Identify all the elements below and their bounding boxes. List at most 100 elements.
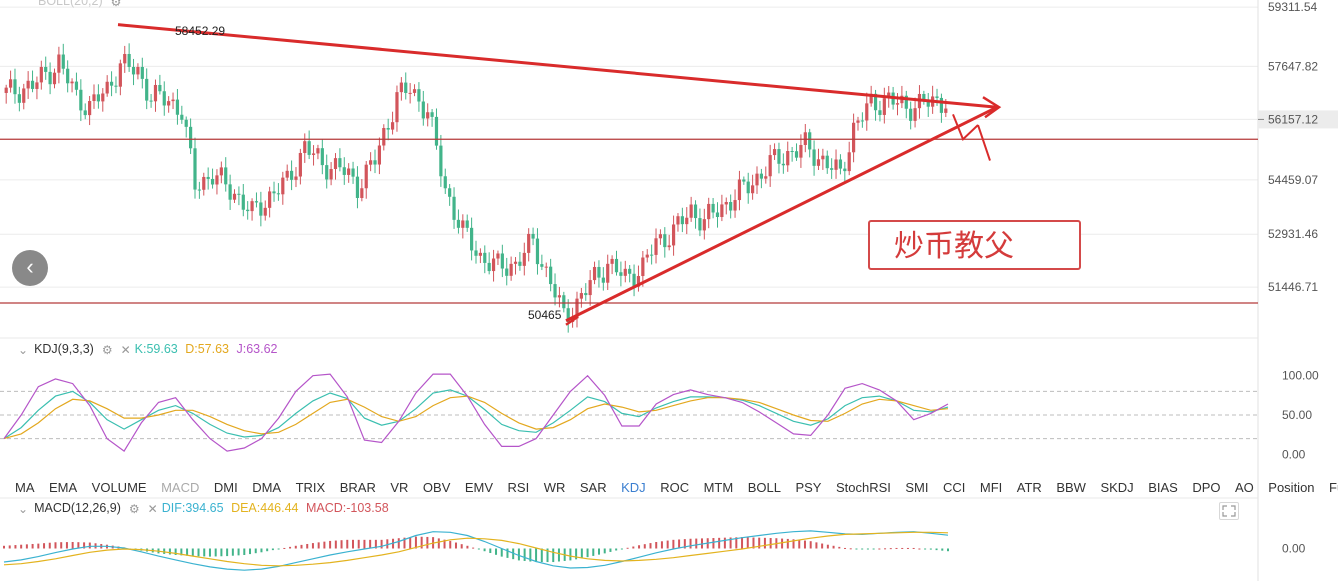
macd-histogram-bar [65, 542, 68, 549]
macd-histogram-bar [798, 539, 801, 549]
macd-histogram-bar [351, 539, 354, 549]
indicator-tab-brar[interactable]: BRAR [339, 480, 376, 495]
indicator-tab-wr[interactable]: WR [543, 480, 566, 495]
macd-histogram-bar [489, 548, 492, 554]
indicator-tab-obv[interactable]: OBV [422, 480, 451, 495]
candle-body [74, 81, 79, 90]
indicator-tab-position[interactable]: Position [1268, 480, 1315, 495]
settings-icon[interactable]: ⚙ [110, 0, 122, 9]
macd-histogram-bar [683, 539, 686, 549]
candle-body [399, 82, 403, 93]
indicator-tab-dpo[interactable]: DPO [1192, 480, 1221, 495]
indicator-tab-volume[interactable]: VOLUME [91, 480, 147, 495]
candle-body [790, 150, 794, 152]
macd-histogram-bar [226, 548, 229, 557]
candle-body [505, 268, 509, 276]
macd-histogram-bar [758, 537, 761, 549]
candle-body [259, 202, 263, 216]
candle-body [575, 298, 579, 319]
macd-histogram-bar [615, 548, 618, 551]
indicator-tab-ema[interactable]: EMA [49, 480, 78, 495]
indicator-tab-bias[interactable]: BIAS [1148, 480, 1178, 495]
indicator-tab-trix[interactable]: TRIX [295, 480, 326, 495]
candle-body [834, 159, 838, 170]
indicator-tab-sar[interactable]: SAR [579, 480, 607, 495]
kdj-axis-label: 100.00 [1282, 369, 1319, 383]
indicator-tab-dma[interactable]: DMA [252, 480, 282, 495]
macd-axis-label: 0.00 [1282, 542, 1306, 556]
candle-body [715, 212, 720, 218]
macd-histogram-bar [403, 537, 406, 549]
macd-histogram-bar [552, 548, 555, 563]
indicator-tab-rsi[interactable]: RSI [507, 480, 530, 495]
macd-histogram-bar [832, 545, 835, 549]
indicator-tab-emv[interactable]: EMV [464, 480, 494, 495]
chevron-down-icon[interactable]: ⌄ [18, 342, 29, 357]
candle-body [443, 176, 447, 189]
macd-dea-value: DEA:446.44 [231, 501, 299, 515]
candle-body [658, 234, 663, 239]
indicator-tab-stochrsi[interactable]: StochRSI [835, 480, 891, 495]
indicator-tab-atr[interactable]: ATR [1016, 480, 1042, 495]
candle-body [500, 253, 504, 269]
candle-body [320, 148, 324, 166]
macd-histogram-bar [271, 548, 274, 551]
candle-body [535, 238, 540, 265]
macd-histogram-bar [792, 539, 795, 549]
candle-body [777, 149, 781, 164]
indicator-tab-dmi[interactable]: DMI [213, 480, 238, 495]
candle-body [342, 167, 346, 175]
indicator-tab-cci[interactable]: CCI [943, 480, 966, 495]
candle-body [92, 94, 96, 102]
candle-body [373, 160, 377, 165]
macd-histogram-bar [855, 548, 858, 550]
kdj-d-line [3, 395, 949, 440]
indicator-tab-boll[interactable]: BOLL [747, 480, 781, 495]
macd-histogram-bar [752, 537, 755, 549]
indicator-tab-mfi[interactable]: MFI [979, 480, 1003, 495]
indicator-tab-psy[interactable]: PSY [795, 480, 822, 495]
macd-histogram-bar [655, 542, 658, 549]
settings-icon[interactable]: ⚙ [128, 501, 140, 516]
candle-body [44, 66, 48, 72]
indicator-tab-kdj[interactable]: KDJ [621, 480, 646, 495]
macd-histogram-bar [866, 548, 869, 550]
indicator-tab-ma[interactable]: MA [15, 480, 35, 495]
close-icon[interactable]: ✕ [147, 501, 158, 516]
indicator-tab-roc[interactable]: ROC [660, 480, 690, 495]
macd-histogram-bar [763, 537, 766, 549]
macd-histogram-bar [918, 548, 921, 550]
indicator-tab-mtm[interactable]: MTM [703, 480, 734, 495]
back-button[interactable]: ‹ [12, 250, 48, 286]
boll-legend: BOLL(20,2) ⚙ [38, 0, 125, 9]
candle-body [246, 209, 250, 212]
indicator-tab-vr[interactable]: VR [390, 480, 409, 495]
candle-body [215, 175, 219, 185]
candle-body [522, 252, 526, 266]
candle-body [123, 53, 127, 64]
macd-histogram-bar [25, 544, 28, 549]
macd-histogram-bar [523, 548, 526, 561]
indicator-tab-macd[interactable]: MACD [161, 480, 200, 495]
candle-body [693, 204, 698, 219]
macd-histogram-bar [906, 547, 909, 549]
macd-histogram-bar [208, 548, 211, 557]
macd-histogram-bar [8, 545, 11, 549]
candle-body [478, 252, 482, 256]
settings-icon[interactable]: ⚙ [101, 342, 113, 357]
macd-histogram-bar [540, 548, 543, 563]
indicator-tab-ao[interactable]: AO [1234, 480, 1254, 495]
indicator-tab-bbw[interactable]: BBW [1056, 480, 1086, 495]
chevron-down-icon[interactable]: ⌄ [18, 501, 29, 516]
kdj-k-value: K:59.63 [134, 342, 178, 356]
candle-body [461, 220, 465, 228]
indicator-tab-skdj[interactable]: SKDJ [1100, 480, 1134, 495]
close-icon[interactable]: ✕ [120, 342, 131, 357]
expand-icon[interactable] [1219, 502, 1239, 520]
candle-body [873, 93, 878, 111]
macd-histogram-bar [37, 543, 40, 549]
indicator-tab-smi[interactable]: SMI [905, 480, 929, 495]
indicator-tab-fundflow[interactable]: Fundflow [1329, 480, 1338, 495]
candle-body [4, 87, 8, 93]
